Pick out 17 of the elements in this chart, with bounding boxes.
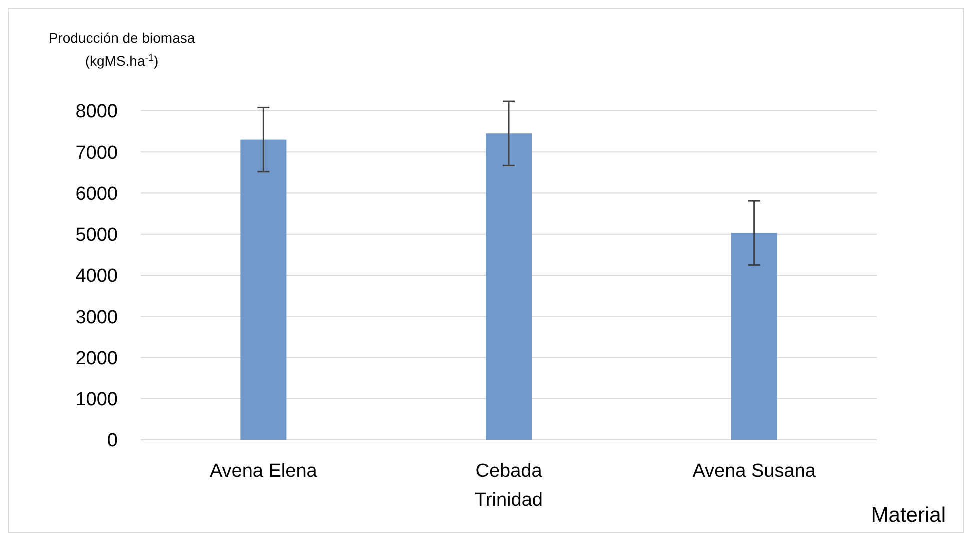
x-tick-label: Avena Susana: [692, 461, 816, 482]
y-tick-label: 6000: [76, 184, 118, 205]
y-tick-label: 8000: [76, 102, 118, 123]
y-tick-label: 5000: [76, 225, 118, 246]
y-tick-label: 3000: [76, 307, 118, 328]
x-axis-title: Material: [871, 504, 946, 527]
x-tick-label: Cebada Trinidad: [475, 461, 543, 511]
y-axis-title: Producción de biomasa (kgMS.ha$^{-1}$): [48, 30, 196, 69]
x-tick-label: Avena Elena: [210, 461, 318, 482]
y-tick-label: 4000: [76, 266, 118, 288]
bar: [486, 134, 532, 440]
y-tick-label: 0: [107, 430, 118, 452]
bar: [240, 140, 287, 440]
y-tick-label: 2000: [76, 348, 118, 370]
bar: [731, 233, 778, 440]
y-tick-label: 7000: [76, 142, 118, 164]
y-tick-label: 1000: [76, 390, 118, 411]
